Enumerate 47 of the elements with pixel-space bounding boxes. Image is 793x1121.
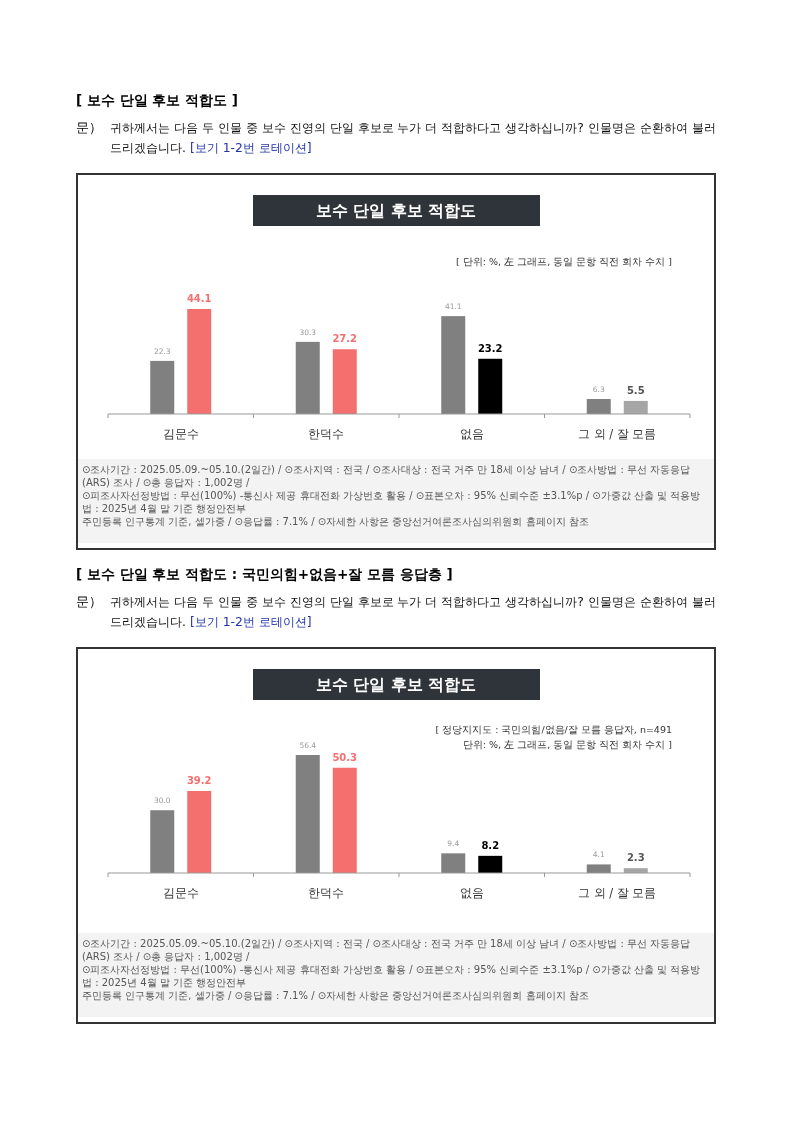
data-label: 50.3: [332, 751, 358, 763]
x-tick-label: 그 외 / 잘 모름: [578, 427, 657, 441]
chart-title: 보수 단일 후보 적합도: [315, 201, 477, 220]
data-label: 8.2: [481, 839, 500, 851]
text: ⊙조사기간 : 2025.05.09.~05.10.(2일간) / ⊙조사지역 : 전국 / ⊙조사대상 : 전국 거주 만 18세 이상 남녀 / ⊙조사방법 : 무선 자동응답(ARS) 조사 / ⊙총 응답자 : 1,002명 /: [82, 463, 692, 489]
text: ⊙조사기간 : 2025.05.09.~05.10.(2일간) / ⊙조사지역 : 전국 / ⊙조사대상 : 전국 거주 만 18세 이상 남녀 / ⊙조사방법 : 무선 자동응답(ARS) 조사 / ⊙총 응답자 : 1,002명 /: [82, 937, 692, 963]
text: 문）: [76, 119, 102, 137]
bar: [586, 399, 611, 414]
bar: [586, 864, 611, 873]
chart-subtitle: [ 정당지지도 : 국민의힘/없음/잘 모름 응답자, n=491 단위: %, 左 그래프, 동일 문항 직전 회차 수치 ]: [435, 724, 672, 750]
chart-title: 보수 단일 후보 적합도: [315, 675, 477, 694]
data-label: 23.2: [477, 342, 503, 354]
text: 주민등록 인구통계 기준, 셀가중 / ⊙응답률 : 7.1% / ⊙자세한 사항은 중앙선거여론조사심의위원회 홈페이지 참조: [82, 989, 590, 1002]
x-tick-label: 김문수: [162, 427, 199, 441]
text: [보기 1-2번 로테이션]: [189, 140, 312, 155]
x-tick-label: 없음: [459, 427, 484, 441]
data-label: 44.1: [186, 293, 212, 304]
text: [보기 1-2번 로테이션]: [189, 614, 312, 629]
data-label: 27.2: [332, 333, 358, 345]
x-tick-label: 없음: [459, 886, 484, 900]
bar: [478, 855, 503, 873]
text: [ 보수 단일 후보 적합도 : 국민의힘+없음+잘 모름 응답층 ]: [76, 566, 453, 584]
text: ⊙피조사자선정방법 : 무선(100%) -통신사 제공 휴대전화 가상번호 활용 / ⊙표본오차 : 95% 신뢰수준 ±3.1%p / ⊙가중값 산출 및 적용방법 : 2025년 4월 말 기준 행정안전부: [82, 963, 702, 989]
bar: [295, 341, 320, 414]
bar: [478, 358, 503, 414]
text: ⊙피조사자선정방법 : 무선(100%) -통신사 제공 휴대전화 가상번호 활용 / ⊙표본오차 : 95% 신뢰수준 ±3.1%p / ⊙가중값 산출 및 적용방법 : 2025년 4월 말 기준 행정안전부: [82, 489, 702, 515]
bar: [441, 853, 466, 873]
x-tick-label: 김문수: [162, 886, 199, 900]
bar: [295, 755, 320, 873]
text: 문）: [76, 593, 102, 611]
data-label: 5.5: [626, 384, 645, 396]
text: 주민등록 인구통계 기준, 셀가중 / ⊙응답률 : 7.1% / ⊙자세한 사항은 중앙선거여론조사심의위원회 홈페이지 참조: [82, 515, 590, 528]
data-label: 39.2: [186, 774, 212, 786]
bar: [332, 767, 357, 873]
bar: [187, 309, 212, 414]
bar: [332, 349, 357, 414]
text: [ 보수 단일 후보 적합도 ]: [76, 92, 238, 110]
bar: [150, 360, 175, 414]
bar: [150, 810, 175, 873]
bar: [187, 790, 212, 873]
bar: [441, 316, 466, 414]
chart-subtitle: [ 단위: %, 左 그래프, 동일 문항 직전 회차 수치 ]: [456, 256, 672, 267]
x-tick-label: 한덕수: [308, 886, 345, 900]
x-tick-label: 그 외 / 잘 모름: [578, 886, 657, 900]
data-label: 2.3: [626, 852, 645, 864]
bar: [623, 400, 648, 414]
x-tick-label: 한덕수: [308, 427, 345, 441]
